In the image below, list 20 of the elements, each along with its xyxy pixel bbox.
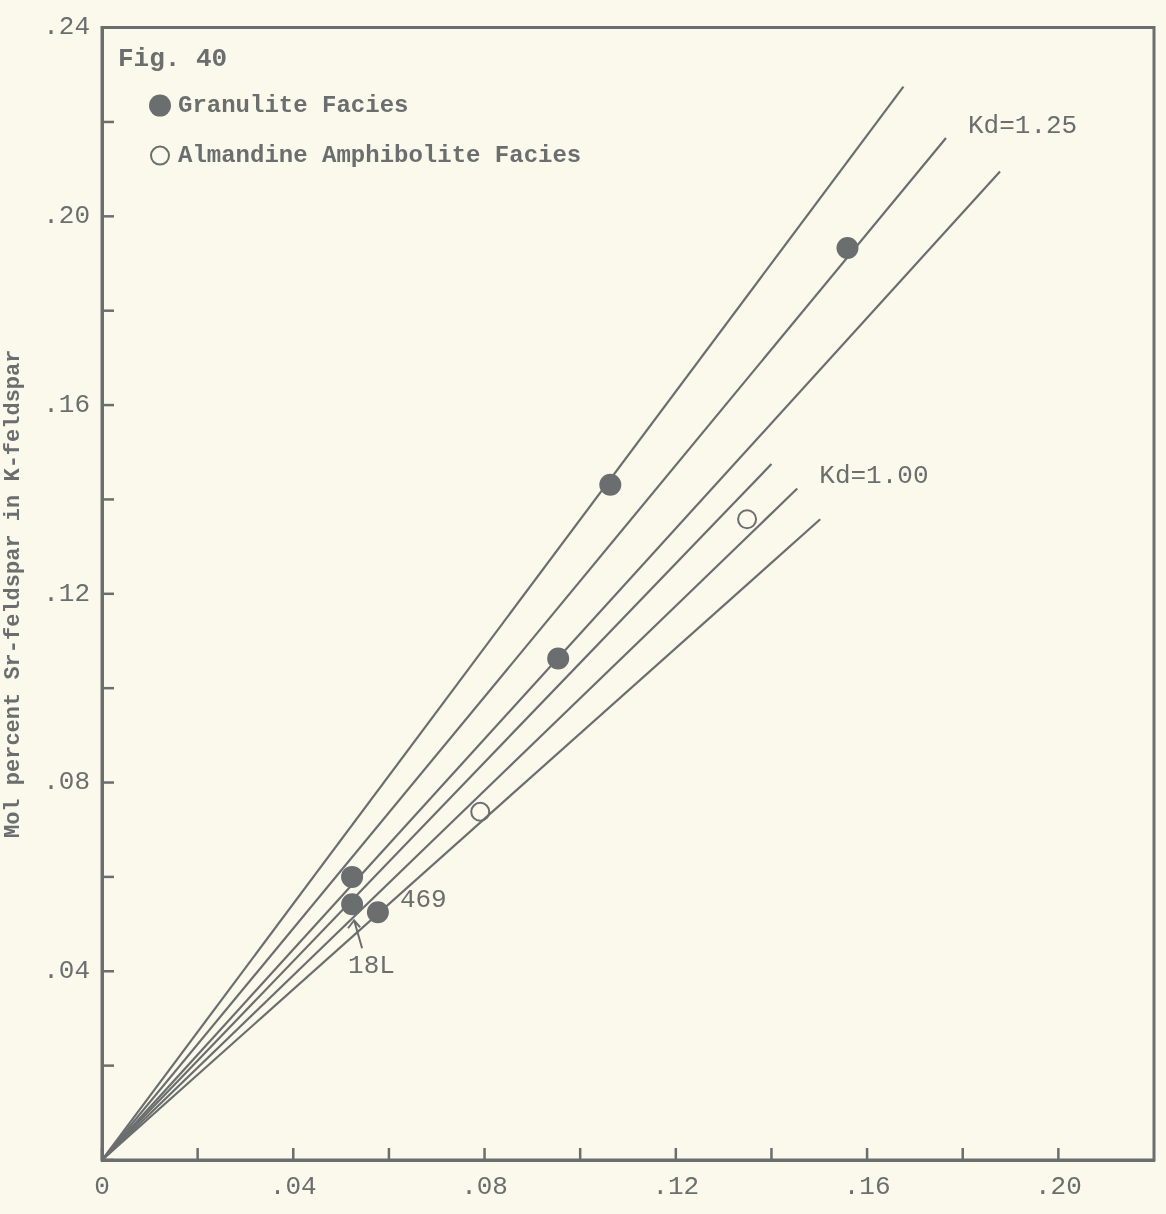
y-tick-label: .20 bbox=[43, 201, 90, 232]
x-tick-label: .12 bbox=[652, 1172, 700, 1203]
legend-label: Granulite Facies bbox=[178, 91, 409, 119]
annotation: Kd=1.25 bbox=[967, 110, 1078, 141]
y-tick-label: .16 bbox=[43, 389, 90, 420]
y-tick-label: .08 bbox=[43, 767, 90, 798]
x-tick-label: .08 bbox=[461, 1172, 508, 1203]
y-tick-label: .12 bbox=[43, 578, 90, 609]
y-tick-label: .04 bbox=[43, 956, 90, 987]
annotation: Kd=1.00 bbox=[819, 461, 929, 492]
legend-label: Almandine Amphibolite Facies bbox=[178, 141, 582, 169]
y-axis-title: Mol percent Sr-feldspar in K-feldspar bbox=[0, 349, 26, 839]
annotation: 469 bbox=[399, 885, 447, 916]
y-tick-label: .24 bbox=[43, 12, 90, 43]
annotation: 18L bbox=[348, 951, 395, 982]
annotation: Fig. 40 bbox=[118, 44, 228, 75]
x-tick-label: 0 bbox=[94, 1172, 110, 1203]
x-tick-label: .16 bbox=[843, 1172, 891, 1203]
x-tick-label: .20 bbox=[1034, 1172, 1082, 1203]
x-tick-label: .04 bbox=[269, 1172, 317, 1203]
